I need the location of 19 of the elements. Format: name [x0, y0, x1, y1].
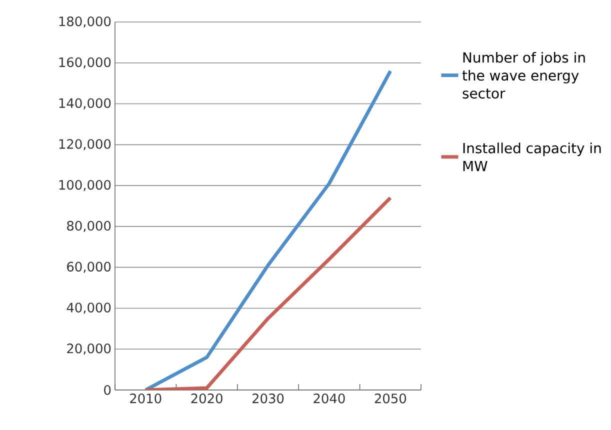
y-tick-label: 120,000: [59, 139, 111, 150]
y-tick-label: 0: [104, 385, 111, 395]
x-tick-label: 2020: [191, 394, 222, 404]
line-series: [144, 69, 392, 390]
y-tick-label: 20,000: [67, 344, 111, 355]
legend-label: Number of jobs in the wave energy sector: [462, 52, 585, 99]
x-tick-label: 2050: [374, 394, 406, 404]
y-tick-label: 160,000: [59, 57, 111, 68]
x-tick-label: 2040: [314, 394, 345, 404]
y-tick-label: 100,000: [59, 180, 111, 192]
legend-label: Installed capacity in MW: [463, 142, 601, 172]
x-tick-label: 2030: [252, 394, 284, 404]
y-tick-label: 80,000: [67, 220, 111, 232]
y-tick-label: 40,000: [66, 302, 111, 314]
y-tick-label: 180,000: [59, 16, 111, 28]
y-tick-label: 140,000: [59, 98, 111, 110]
y-tick-label: 60,000: [67, 262, 111, 273]
x-tick-label: 2010: [130, 394, 162, 404]
line-series: [144, 196, 392, 390]
